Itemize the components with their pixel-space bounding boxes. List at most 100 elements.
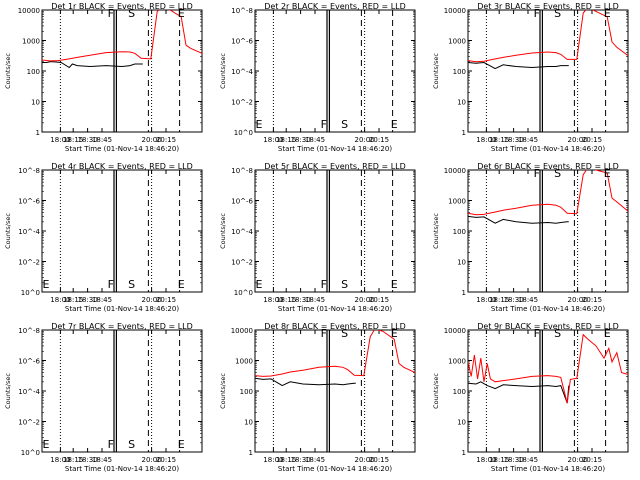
x-tick-label: 20:15 [369, 136, 389, 144]
y-tick-label: 10^-6 [18, 358, 40, 366]
y-tick-label: 10^0 [234, 129, 253, 137]
y-tick-label: 10^-4 [18, 228, 40, 236]
x-tick-label: 18:30 [291, 456, 311, 464]
x-tick-label: 18:15 [276, 136, 296, 144]
x-tick-label: 20:00 [568, 136, 588, 144]
panel-det-4r: Det 4r BLACK = Events, RED = LLD Counts/s… [4, 162, 203, 313]
y-tick-label: 10 [457, 419, 466, 427]
x-tick-label: 18:30 [291, 136, 311, 144]
y-axis-label: Counts/sec [432, 53, 440, 89]
flag-E: E [391, 327, 398, 340]
x-tick-label: 18:30 [504, 136, 524, 144]
x-tick-label: 18:30 [504, 296, 524, 304]
y-tick-label: 10 [244, 419, 253, 427]
x-tick-label: 18:00 [476, 456, 496, 464]
flag-E: E [604, 327, 611, 340]
x-tick-label: 18:45 [305, 136, 325, 144]
y-tick-label: 10^-2 [18, 259, 40, 267]
panel-title: Det 1r BLACK = Events, RED = LLD [51, 2, 193, 11]
x-tick-label: 20:00 [355, 136, 375, 144]
x-tick-label: 18:30 [291, 296, 311, 304]
y-tick-label: 1 [462, 289, 466, 297]
x-tick-label: 18:30 [78, 296, 98, 304]
x-tick-label: 18:15 [63, 456, 83, 464]
flag-S: S [554, 167, 561, 180]
flag-S: S [341, 327, 348, 340]
x-tick-label: 18:45 [518, 456, 538, 464]
y-tick-label: 1000 [448, 38, 466, 46]
flag-S: S [554, 327, 561, 340]
flag-E-left: E [256, 278, 263, 291]
x-tick-label: 20:00 [568, 296, 588, 304]
panel-title: Det 9r BLACK = Events, RED = LLD [477, 322, 619, 331]
x-tick-label: 20:00 [355, 456, 375, 464]
x-tick-label: 18:00 [476, 136, 496, 144]
x-axis-label: Start Time (01-Nov-14 18:46:20) [491, 305, 605, 313]
events-series-line [468, 61, 569, 70]
lld-series-line [468, 10, 628, 63]
y-axis-label: Counts/sec [4, 373, 12, 409]
plot-frame [254, 169, 416, 293]
y-tick-label: 1 [462, 129, 466, 137]
y-tick-label: 10^-4 [18, 388, 40, 396]
panel-det-6r: Det 6r BLACK = Events, RED = LLD Counts/s… [432, 162, 629, 313]
plot-frame [41, 169, 203, 293]
y-tick-label: 10^-8 [231, 167, 253, 175]
y-tick-label: 10 [31, 99, 40, 107]
x-tick-label: 18:00 [263, 296, 283, 304]
y-tick-label: 10^-4 [231, 68, 253, 76]
x-axis-label: Start Time (01-Nov-14 18:46:20) [65, 145, 179, 153]
x-tick-label: 20:15 [156, 456, 176, 464]
flag-F: F [321, 118, 327, 131]
flag-E: E [604, 167, 611, 180]
flag-F: F [534, 7, 540, 20]
panel-title: Det 7r BLACK = Events, RED = LLD [51, 322, 193, 331]
flag-E: E [178, 7, 185, 20]
y-tick-label: 10000 [444, 327, 466, 335]
x-tick-label: 18:45 [92, 136, 112, 144]
flag-S: S [554, 7, 561, 20]
plot-frame [467, 329, 629, 453]
x-axis-label: Start Time (01-Nov-14 18:46:20) [278, 145, 392, 153]
y-tick-label: 10^-2 [231, 99, 253, 107]
flag-E: E [178, 438, 185, 451]
x-tick-label: 20:00 [355, 296, 375, 304]
y-tick-label: 10^-6 [18, 198, 40, 206]
y-axis-label: Counts/sec [4, 53, 12, 89]
y-tick-label: 10^-6 [231, 198, 253, 206]
y-tick-label: 100 [453, 228, 466, 236]
x-tick-label: 20:15 [156, 296, 176, 304]
panel-det-7r: Det 7r BLACK = Events, RED = LLD Counts/s… [4, 322, 203, 473]
x-tick-label: 18:15 [63, 296, 83, 304]
events-series-line [468, 215, 569, 224]
y-tick-label: 1 [249, 449, 253, 457]
x-axis-label: Start Time (01-Nov-14 18:46:20) [278, 465, 392, 473]
flag-F: F [534, 327, 540, 340]
lld-series-line [42, 10, 202, 62]
x-tick-label: 20:15 [156, 136, 176, 144]
x-tick-label: 18:30 [78, 136, 98, 144]
flag-F: F [321, 278, 327, 291]
x-tick-label: 18:45 [305, 456, 325, 464]
panel-det-1r: Det 1r BLACK = Events, RED = LLD Counts/s… [4, 2, 203, 153]
plot-frame [41, 9, 203, 133]
flag-S: S [128, 7, 135, 20]
panel-title: Det 8r BLACK = Events, RED = LLD [264, 322, 406, 331]
x-tick-label: 18:30 [78, 456, 98, 464]
x-tick-label: 20:00 [142, 296, 162, 304]
x-tick-label: 20:00 [142, 136, 162, 144]
x-axis-label: Start Time (01-Nov-14 18:46:20) [65, 465, 179, 473]
plot-frame [467, 169, 629, 293]
x-tick-label: 20:15 [582, 456, 602, 464]
flag-E-left: E [256, 118, 263, 131]
flag-F: F [108, 278, 114, 291]
flag-F: F [108, 7, 114, 20]
flag-S: S [341, 118, 348, 131]
x-tick-label: 18:15 [276, 456, 296, 464]
flag-E: E [391, 118, 398, 131]
x-axis-label: Start Time (01-Nov-14 18:46:20) [65, 305, 179, 313]
y-tick-label: 10 [457, 259, 466, 267]
x-tick-label: 18:00 [263, 136, 283, 144]
plot-frame [467, 9, 629, 133]
flag-S: S [341, 278, 348, 291]
